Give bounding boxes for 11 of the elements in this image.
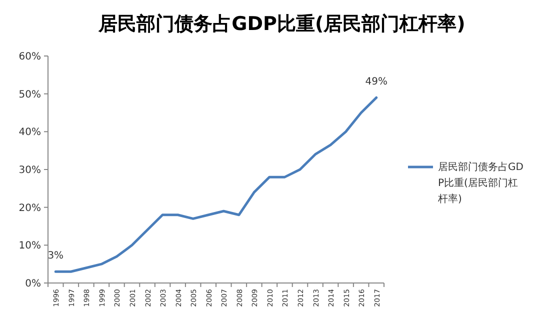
y-tick-label: 0% xyxy=(25,278,41,290)
y-tick-label: 60% xyxy=(18,52,41,62)
data-label: 3% xyxy=(48,250,64,262)
y-tick-label: 20% xyxy=(18,202,41,214)
y-tick-label: 30% xyxy=(18,165,41,176)
y-tick-label: 10% xyxy=(18,240,41,252)
data-label: 49% xyxy=(365,76,388,88)
y-tick-label: 50% xyxy=(18,89,41,100)
legend-label: 居民部门债务占GDP比重(居民部门杠杆率) xyxy=(437,161,524,205)
chart-title: 居民部门债务占GDP比重(居民部门杠杆率) xyxy=(98,13,466,35)
y-tick-label: 40% xyxy=(18,127,41,138)
